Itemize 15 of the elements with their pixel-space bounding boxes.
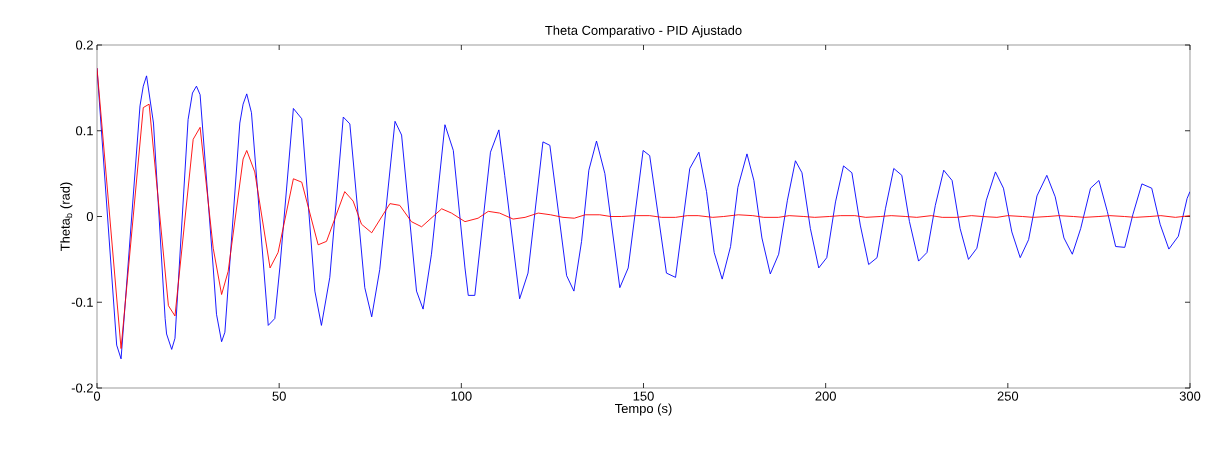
y-tick-label: -0.2 (71, 383, 93, 393)
x-tick-label: 300 (1179, 391, 1201, 401)
x-tick-label: 100 (451, 391, 472, 401)
x-tick-label: 200 (815, 391, 836, 401)
y-tick-label: -0.1 (71, 297, 93, 307)
y-tick-label: 0.2 (75, 40, 93, 50)
y-axis-title: Theta$_{b}$ (rad) (60, 182, 73, 251)
x-tick-label: 250 (997, 391, 1019, 401)
x-tick-label: 150 (633, 391, 654, 401)
x-tick-label: 50 (272, 391, 286, 401)
y-tick-label: 0.1 (75, 126, 93, 136)
chart-title: Theta Comparativo - PID Ajustado (545, 25, 742, 38)
x-axis-title: Tempo (s) (615, 403, 672, 416)
x-tick-label: 0 (93, 391, 101, 401)
y-tick-label: 0 (86, 211, 93, 222)
